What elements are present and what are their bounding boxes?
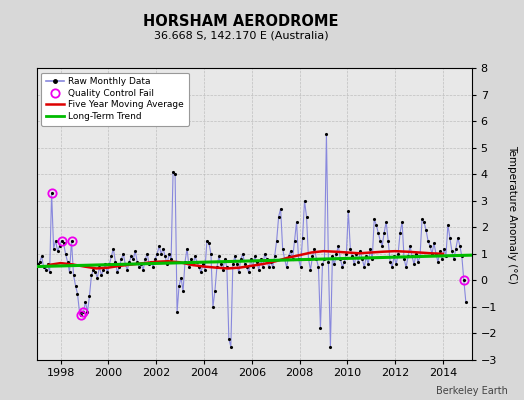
Legend: Raw Monthly Data, Quality Control Fail, Five Year Moving Average, Long-Term Tren: Raw Monthly Data, Quality Control Fail, … xyxy=(41,72,189,126)
Text: 36.668 S, 142.170 E (Australia): 36.668 S, 142.170 E (Australia) xyxy=(154,30,329,40)
Y-axis label: Temperature Anomaly (°C): Temperature Anomaly (°C) xyxy=(507,144,517,284)
Text: HORSHAM AERODROME: HORSHAM AERODROME xyxy=(143,14,339,29)
Text: Berkeley Earth: Berkeley Earth xyxy=(436,386,508,396)
